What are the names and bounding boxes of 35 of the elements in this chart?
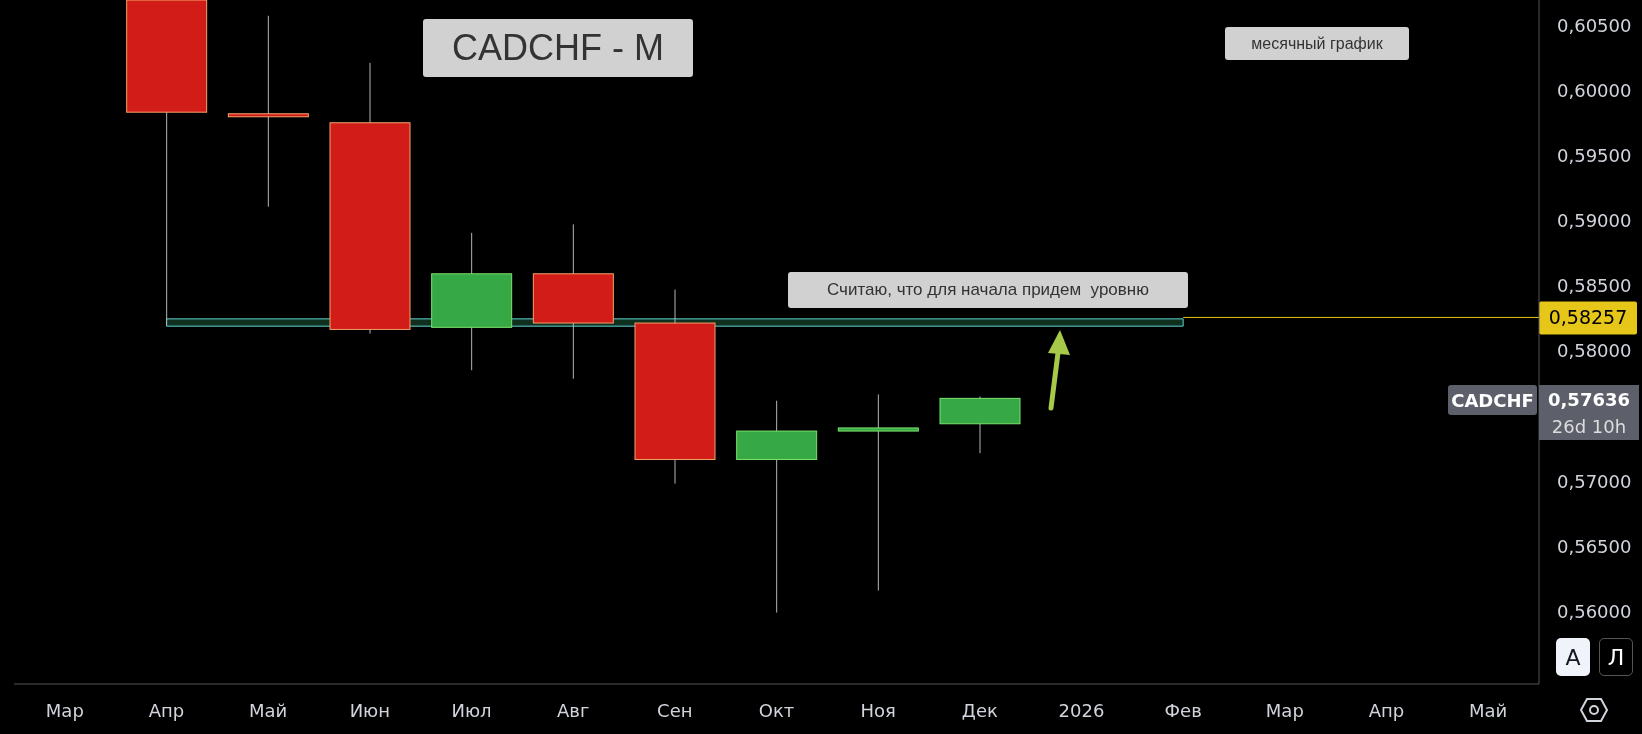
x-tick-label: Ноя	[860, 699, 896, 721]
y-tick-label: 0,56500	[1557, 535, 1632, 557]
note-box: 0,57636	[1539, 385, 1639, 413]
y-tick-label: 0,57000	[1557, 470, 1632, 492]
x-tick-label: Май	[1469, 699, 1508, 721]
x-tick-label: Май	[249, 699, 288, 721]
x-tick-label: Мар	[45, 699, 84, 721]
x-tick-label: Авг	[556, 699, 590, 721]
x-tick-label: Апр	[148, 699, 185, 721]
text: CADCHF - M	[423, 19, 693, 77]
x-tick-label: Июл	[451, 699, 492, 721]
y-tick-label: 0,58000	[1557, 340, 1632, 362]
x-tick-label: Мар	[1265, 699, 1304, 721]
x-tick-label: Апр	[1368, 699, 1405, 721]
ref-line-label: 0,58257	[1548, 306, 1628, 329]
y-tick-label: 0,58500	[1557, 275, 1632, 297]
candlestick	[227, 15, 309, 208]
note-box: 26d 10h	[1539, 413, 1639, 440]
y-tick-label: 0,59000	[1557, 210, 1632, 232]
y-tick-label: 0,56000	[1557, 600, 1632, 622]
note-box: Считаю, что для начала придем уровню	[788, 272, 1188, 308]
y-tick-label: 0,59500	[1557, 144, 1632, 166]
x-tick-label: Сен	[657, 699, 693, 721]
y-tick-label: 0,60000	[1557, 79, 1632, 101]
note-box: А	[1556, 638, 1590, 676]
x-tick-label: Дек	[961, 699, 998, 721]
x-tick-label: Июн	[349, 699, 391, 721]
note-box: Л	[1599, 638, 1633, 676]
x-tick-label: Окт	[758, 699, 795, 721]
x-tick-label: 2026	[1058, 699, 1105, 721]
note-box: CADCHF	[1448, 385, 1537, 415]
candlestick	[837, 393, 919, 592]
note-box: месячный график	[1225, 27, 1409, 60]
y-tick-label: 0,60500	[1557, 14, 1632, 36]
x-tick-label: Фев	[1164, 699, 1202, 721]
